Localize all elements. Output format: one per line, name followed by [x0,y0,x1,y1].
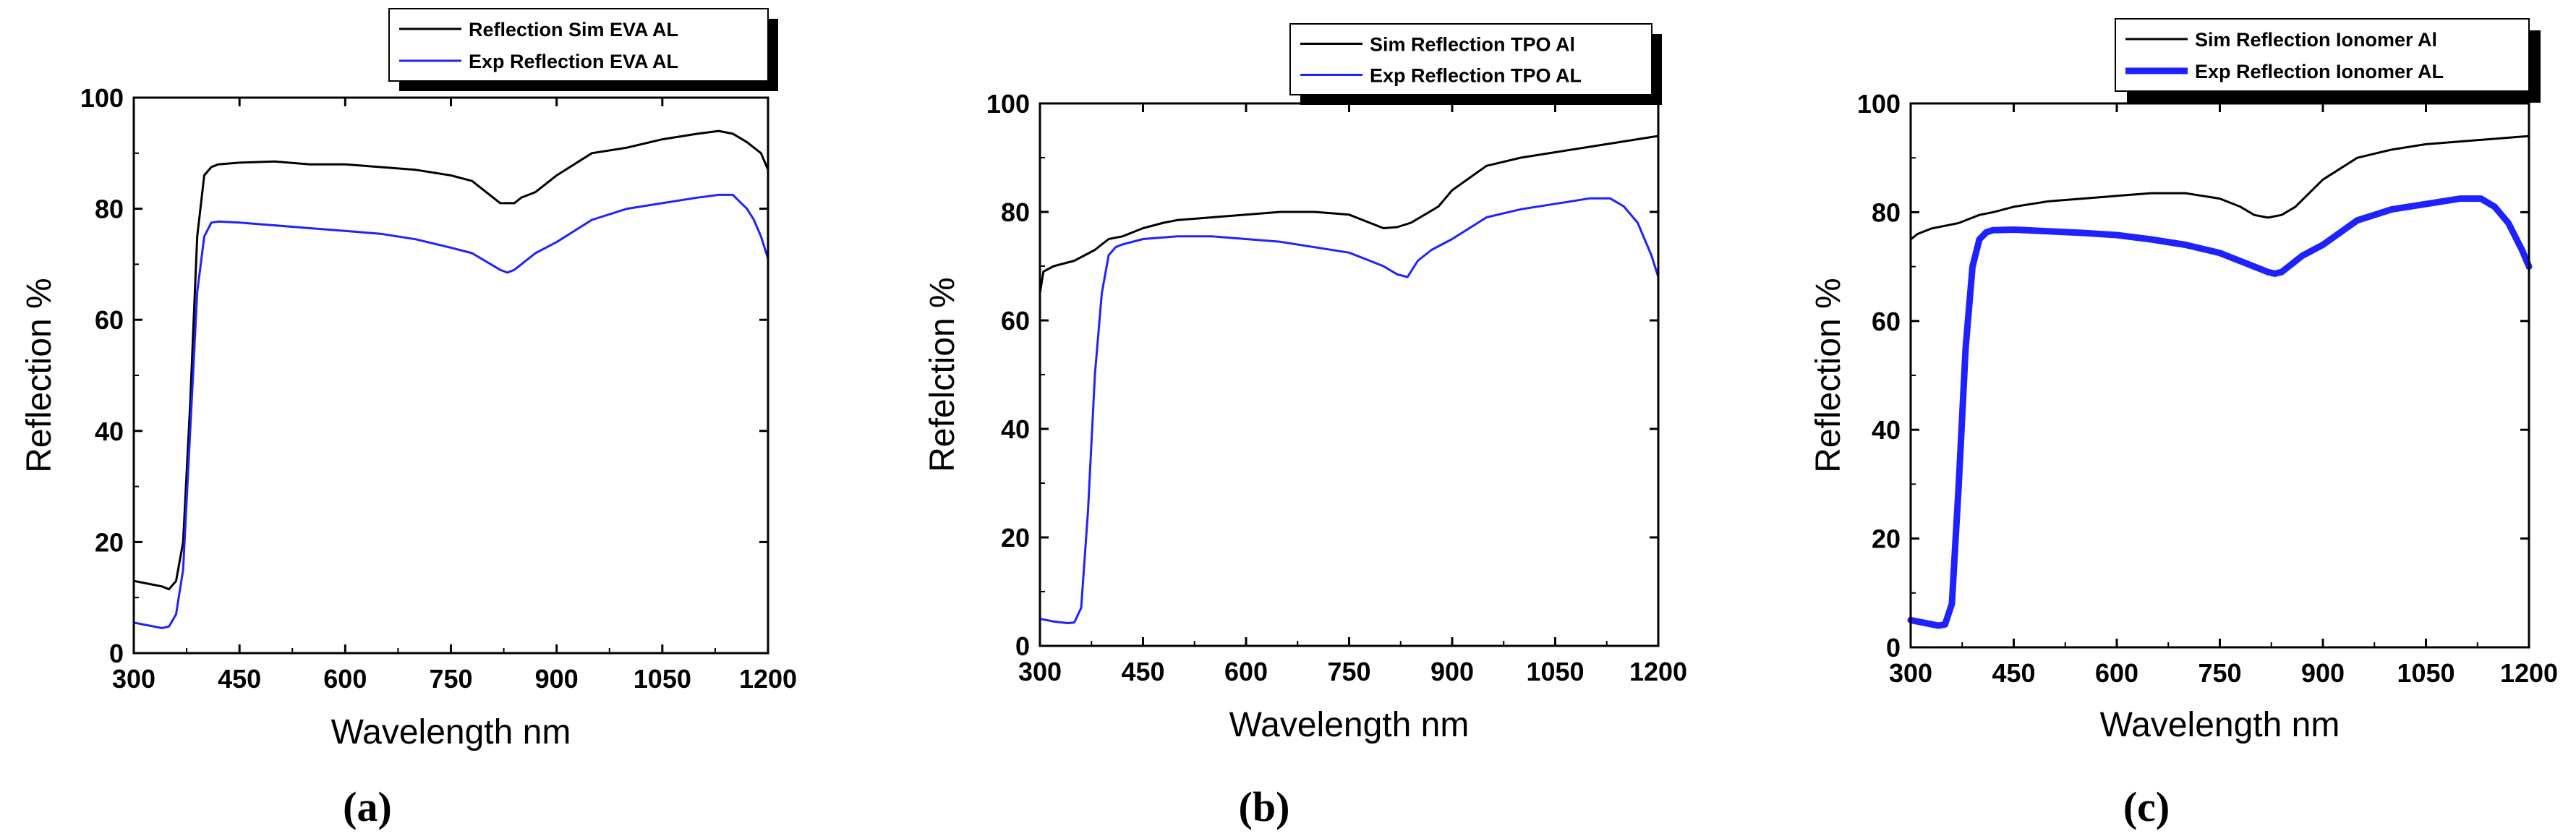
x-tick-label: 900 [2301,658,2345,688]
legend-box [1289,23,1652,95]
y-tick-label: 40 [1001,414,1030,444]
y-axis-title: Reflection % [20,278,59,472]
x-tick-label: 900 [1430,657,1474,686]
x-tick-label: 750 [429,664,472,694]
chart-panel-b: 300 450 600 750 900 1050 1200 0 20 40 60 80 100 Sim … [924,23,1687,830]
x-tick-label: 1050 [2397,658,2455,688]
x-tick-label: 600 [323,664,367,694]
legend-box [2115,18,2530,92]
panel-label: (c) [2123,783,2170,830]
y-tick-label: 20 [1872,524,1901,554]
legend-label: Exp Reflection TPO AL [1370,65,1582,87]
y-axis-title: Reflection % [1809,278,1848,472]
x-tick-label: 450 [1121,657,1164,686]
x-tick-label: 1200 [1629,657,1687,686]
x-tick-label: 1050 [634,664,691,694]
tick-layer: 300 450 600 750 900 1050 1200 0 20 40 60 80 100 [1857,89,2558,688]
legend-label: Sim Reflection TPO Al [1370,33,1575,55]
y-tick-label: 0 [1886,633,1901,663]
x-tick-label: 1200 [2500,658,2558,688]
plot-frame [1909,102,2530,649]
legend-label: Exp Reflection Ionomer AL [2195,61,2444,82]
legend-label: Sim Reflection Ionomer Al [2195,29,2437,51]
tick-layer: 300 450 600 750 900 1050 1200 0 20 40 60 80 100 [80,83,797,694]
y-tick-label: 40 [95,417,124,446]
y-tick-label: 60 [95,305,124,335]
x-tick-label: 1050 [1526,657,1584,686]
y-tick-label: 100 [80,83,124,113]
x-tick-label: 600 [1224,657,1268,686]
x-tick-label: 450 [218,664,261,694]
legend-box [388,8,769,82]
x-tick-label: 300 [1889,658,1932,688]
series-line-exp [132,193,769,629]
y-tick-label: 80 [95,195,124,224]
legend: Sim Reflection TPO Al Exp Reflection TPO … [1289,23,1662,105]
y-tick-label: 0 [1015,631,1030,661]
x-tick-label: 300 [1018,657,1062,686]
x-tick-label: 900 [535,664,579,694]
chart-panel-a: 300 450 600 750 900 1050 1200 0 20 40 60 80 100 Refl… [20,8,797,830]
y-tick-label: 40 [1872,415,1901,445]
panel-label: (b) [1239,783,1290,830]
series-line-exp [1907,195,2533,629]
series-line-sim [132,129,769,591]
x-tick-label: 300 [112,664,155,694]
y-axis-title: Refelction % [924,277,962,472]
plot-frame [1038,102,1660,647]
plot-frame [132,96,769,655]
x-axis-title: Wavelength nm [1229,706,1470,744]
x-tick-label: 1200 [739,664,797,694]
series-line-sim [1038,135,1660,294]
y-tick-label: 20 [95,527,124,557]
x-tick-label: 450 [1992,658,2035,688]
y-tick-label: 20 [1001,523,1030,553]
x-tick-label: 600 [2095,658,2138,688]
series-line-exp [1038,197,1660,624]
y-tick-label: 100 [1857,89,1901,119]
y-tick-label: 100 [986,89,1030,119]
series-layer [1038,135,1660,624]
legend-label: Reflection Sim EVA AL [469,19,678,41]
legend-label: Exp Reflection EVA AL [469,51,678,72]
panel-label: (a) [343,783,392,830]
x-axis-title: Wavelength nm [2100,706,2340,744]
y-tick-label: 80 [1872,197,1901,227]
y-tick-label: 0 [109,639,124,668]
series-layer [132,129,769,629]
y-tick-label: 80 [1001,197,1030,227]
y-tick-label: 60 [1001,306,1030,336]
x-tick-label: 750 [1327,657,1370,686]
y-tick-label: 60 [1872,307,1901,336]
series-line-sim [1909,135,2530,241]
x-axis-title: Wavelength nm [331,713,571,751]
chart-panel-c: 300 450 600 750 900 1050 1200 0 20 40 60 80 100 Sim … [1809,18,2558,830]
series-layer [1907,135,2533,629]
legend: Sim Reflection Ionomer Al Exp Reflection … [2115,18,2541,103]
legend: Reflection Sim EVA AL Exp Reflection EVA … [388,8,778,91]
x-tick-label: 750 [2198,658,2241,688]
